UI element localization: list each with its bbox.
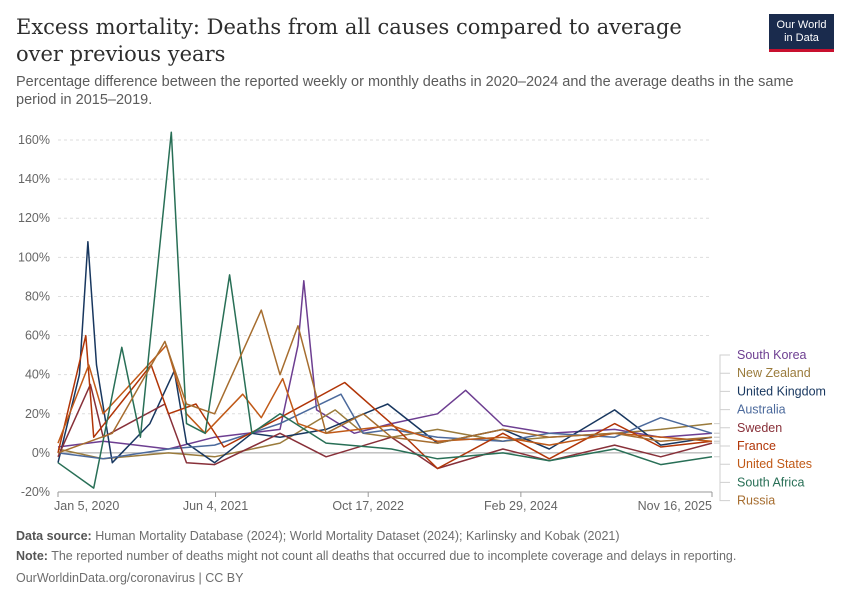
note-label: Note: — [16, 549, 48, 563]
y-tick-label: 60% — [25, 329, 50, 343]
y-tick-label: 20% — [25, 407, 50, 421]
legend-connector — [714, 390, 730, 438]
chart-credit[interactable]: OurWorldinData.org/coronavirus | CC BY — [16, 571, 244, 585]
series-line-south-africa — [57, 131, 713, 489]
series-line-sweden — [57, 383, 713, 470]
legend-connector — [714, 354, 730, 434]
legend-connector — [714, 436, 730, 502]
y-tick-label: 140% — [18, 172, 50, 186]
legend-label-new-zealand: New Zealand — [737, 366, 811, 380]
chart-legend: South Korea New Zealand United Kingdom Aust… — [714, 348, 826, 508]
y-tick-label: 100% — [18, 250, 50, 264]
logo-line-2: in Data — [784, 32, 819, 44]
logo-line-1: Our World — [776, 19, 827, 31]
series-line-russia — [57, 309, 713, 454]
x-tick-label: Feb 29, 2024 — [484, 499, 558, 513]
series-line-australia — [57, 393, 713, 460]
y-tick-label: -20% — [21, 485, 50, 499]
note-text: The reported number of deaths might not … — [51, 549, 737, 563]
legend-label-united-states: United States — [737, 457, 812, 471]
line-chart: -20% 0% 20% 40% 60% 80% 100% 120% 140% 160% Jan 5… — [18, 131, 826, 513]
y-tick-label: 160% — [18, 133, 50, 147]
chart-title: Excess mortality: Deaths from all causes… — [16, 15, 682, 66]
x-axis: Jan 5, 2020 Jun 4, 2021 Oct 17, 2022 Feb 29… — [54, 491, 713, 513]
legend-label-sweden: Sweden — [737, 421, 782, 435]
legend-label-south-africa: South Africa — [737, 475, 804, 489]
legend-label-france: France — [737, 439, 776, 453]
legend-label-united-kingdom: United Kingdom — [737, 384, 826, 398]
legend-connector — [714, 427, 730, 444]
owid-logo[interactable]: Our World in Data — [769, 14, 834, 52]
x-tick-label: Oct 17, 2022 — [332, 499, 404, 513]
chart-subtitle: Percentage difference between the report… — [16, 74, 794, 108]
legend-connector — [714, 456, 730, 483]
legend-label-south-korea: South Korea — [737, 348, 807, 362]
legend-connector — [714, 372, 730, 425]
x-tick-label: Jun 4, 2021 — [183, 499, 248, 513]
source-text: Human Mortality Database (2024); World M… — [95, 529, 620, 543]
series-line-france — [57, 334, 713, 470]
x-tick-label: Jan 5, 2020 — [54, 499, 119, 513]
chart-note: Note: The reported number of deaths migh… — [16, 548, 736, 564]
y-tick-label: 40% — [25, 368, 50, 382]
y-axis-labels: -20% 0% 20% 40% 60% 80% 100% 120% 140% 160% — [18, 133, 50, 499]
source-label: Data source: — [16, 529, 92, 543]
data-source: Data source: Human Mortality Database (2… — [16, 528, 620, 544]
y-tick-label: 80% — [25, 289, 50, 303]
legend-connector — [714, 409, 730, 434]
legend-connector — [714, 440, 730, 465]
legend-label-australia: Australia — [737, 403, 786, 417]
y-tick-label: 120% — [18, 211, 50, 225]
x-tick-label: Nov 16, 2025 — [638, 499, 712, 513]
legend-label-russia: Russia — [737, 494, 775, 508]
chart-series-lines — [57, 131, 713, 489]
series-line-united-states — [57, 344, 713, 446]
series-line-south-korea — [57, 280, 713, 450]
y-tick-label: 0% — [32, 446, 50, 460]
